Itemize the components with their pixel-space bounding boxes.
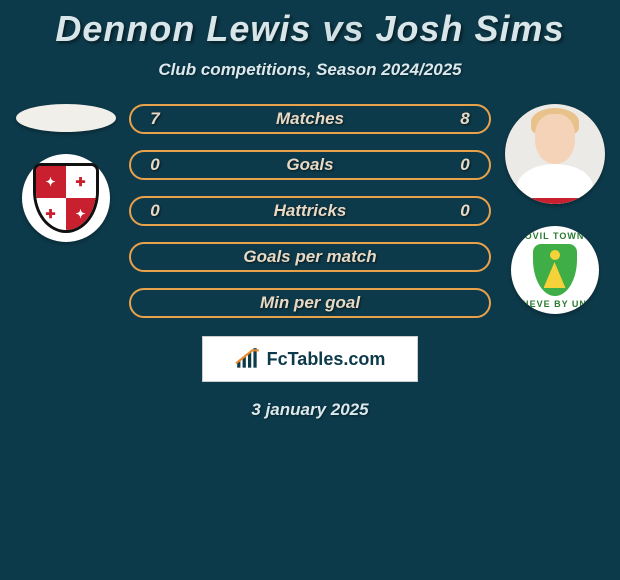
stat-row-goals: 0 Goals 0 bbox=[129, 150, 491, 180]
player1-avatar bbox=[16, 104, 116, 132]
brand-logo: FcTables.com bbox=[202, 336, 418, 382]
title-vs: vs bbox=[322, 8, 364, 49]
stat-p2-value: 0 bbox=[455, 201, 475, 221]
stat-row-matches: 7 Matches 8 bbox=[129, 104, 491, 134]
player2-avatar bbox=[505, 104, 605, 204]
right-side: OVIL TOWN HIEVE BY UNI bbox=[497, 104, 612, 318]
stat-p1-value: 0 bbox=[145, 155, 165, 175]
avatar-shirt-icon bbox=[517, 164, 593, 204]
stat-row-hattricks: 0 Hattricks 0 bbox=[129, 196, 491, 226]
stats-column: 7 Matches 8 0 Goals 0 0 Hattricks 0 Goal… bbox=[123, 104, 497, 318]
woking-shield-icon: ✦ ✚ ✚ ✦ bbox=[33, 163, 99, 233]
stat-p1-value: 7 bbox=[145, 109, 165, 129]
stat-p2-value: 8 bbox=[455, 109, 475, 129]
player1-club-badge: ✦ ✚ ✚ ✦ bbox=[22, 154, 110, 242]
badge-text-bottom: HIEVE BY UNI bbox=[511, 299, 599, 309]
brand-text: FcTables.com bbox=[267, 349, 386, 370]
bar-chart-icon bbox=[235, 348, 261, 370]
badge-text-top: OVIL TOWN bbox=[511, 231, 599, 241]
stat-label: Matches bbox=[165, 109, 455, 129]
stat-label: Goals bbox=[165, 155, 455, 175]
subtitle: Club competitions, Season 2024/2025 bbox=[0, 60, 620, 80]
stat-label: Goals per match bbox=[165, 247, 455, 267]
yeovil-shield-icon bbox=[533, 244, 577, 296]
page-title: Dennon Lewis vs Josh Sims bbox=[0, 8, 620, 50]
avatar-face-icon bbox=[535, 114, 575, 164]
stat-p1-value: 0 bbox=[145, 201, 165, 221]
title-player2: Josh Sims bbox=[376, 8, 565, 49]
main-row: ✦ ✚ ✚ ✦ 7 Matches 8 0 Goals 0 0 Hattric bbox=[0, 104, 620, 318]
left-side: ✦ ✚ ✚ ✦ bbox=[8, 104, 123, 318]
title-player1: Dennon Lewis bbox=[55, 8, 311, 49]
stat-row-mpg: Min per goal bbox=[129, 288, 491, 318]
infographic-root: Dennon Lewis vs Josh Sims Club competiti… bbox=[0, 0, 620, 420]
stat-p2-value: 0 bbox=[455, 155, 475, 175]
stat-label: Min per goal bbox=[165, 293, 455, 313]
stat-label: Hattricks bbox=[165, 201, 455, 221]
stat-row-gpm: Goals per match bbox=[129, 242, 491, 272]
player2-club-badge: OVIL TOWN HIEVE BY UNI bbox=[511, 226, 599, 314]
footer-date: 3 january 2025 bbox=[0, 400, 620, 420]
